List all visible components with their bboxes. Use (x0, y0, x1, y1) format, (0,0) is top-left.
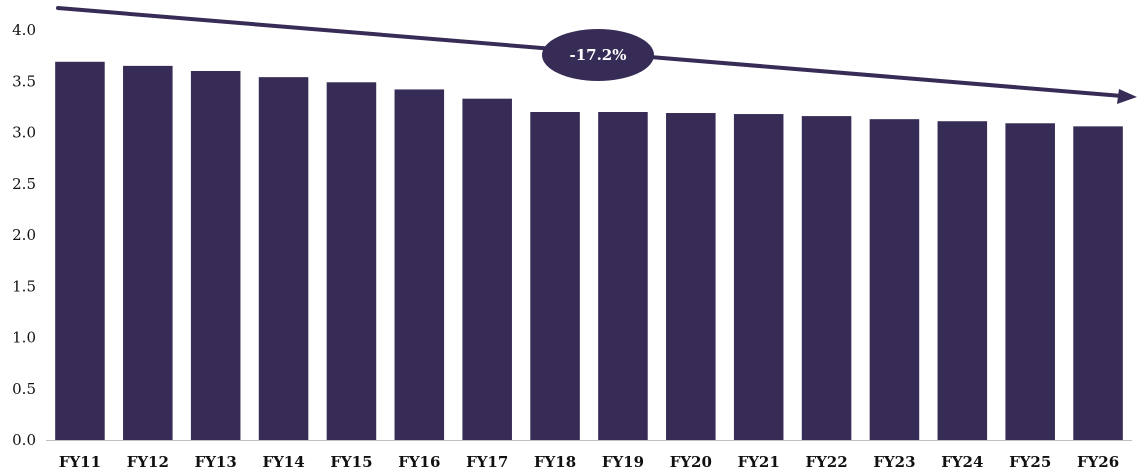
y-tick-label: 3.0 (12, 124, 36, 142)
y-tick-label: 1.0 (12, 329, 36, 347)
bar-fy25 (1005, 123, 1055, 441)
trend-badge (542, 29, 654, 81)
bar-fy15 (326, 82, 377, 441)
x-tick-label: FY15 (330, 453, 372, 471)
bar-fy16 (394, 89, 445, 440)
x-tick-label: FY22 (805, 453, 847, 471)
x-tick-label: FY16 (398, 453, 440, 471)
x-tick-label: FY25 (1009, 453, 1051, 471)
y-tick-label: 3.5 (12, 72, 36, 90)
x-tick-label: FY13 (195, 453, 237, 471)
bar-fy18 (530, 112, 580, 440)
y-tick-label: 1.5 (12, 277, 36, 295)
x-tick-label: FY26 (1077, 453, 1119, 471)
y-tick-label: 2.5 (12, 175, 36, 193)
y-tick-label: 0.0 (12, 431, 36, 449)
x-tick-label: FY21 (738, 453, 780, 471)
x-axis: FY11 FY12 FY13 FY14 FY15 FY16 FY17 FY18 FY19 FY20… (59, 453, 1119, 471)
bar-fy13 (190, 71, 241, 440)
trend-badge-label: -17.2% (569, 46, 626, 64)
x-tick-label: FY24 (941, 453, 983, 471)
bar-fy23 (869, 119, 920, 441)
bar-fy19 (598, 112, 648, 440)
x-tick-label: FY14 (262, 453, 304, 471)
trend-arrow-head (1117, 89, 1137, 104)
y-tick-label: 4.0 (12, 21, 36, 39)
bar-fy17 (462, 98, 512, 441)
y-tick-label: 2.0 (12, 226, 36, 244)
y-tick-label: 0.5 (12, 380, 36, 398)
bar-fy24 (937, 121, 988, 440)
x-tick-label: FY20 (670, 453, 712, 471)
bar-fy11 (55, 61, 105, 441)
x-tick-label: FY12 (127, 453, 169, 471)
trend-annotation: -17.2% (56, 6, 1137, 104)
bar-fy21 (733, 114, 784, 441)
bars (55, 61, 1123, 441)
bar-fy14 (258, 77, 309, 441)
bar-fy12 (123, 65, 173, 440)
x-tick-label: FY19 (602, 453, 644, 471)
x-tick-label: FY23 (873, 453, 915, 471)
x-tick-label: FY11 (59, 453, 101, 471)
y-axis: 0.0 0.5 1.0 1.5 2.0 2.5 3.0 3.5 4.0 (12, 21, 1132, 449)
bar-fy20 (666, 113, 716, 441)
bar-fy22 (801, 116, 852, 440)
bar-fy26 (1073, 126, 1123, 440)
x-tick-label: FY17 (466, 453, 508, 471)
x-tick-label: FY18 (534, 453, 576, 471)
